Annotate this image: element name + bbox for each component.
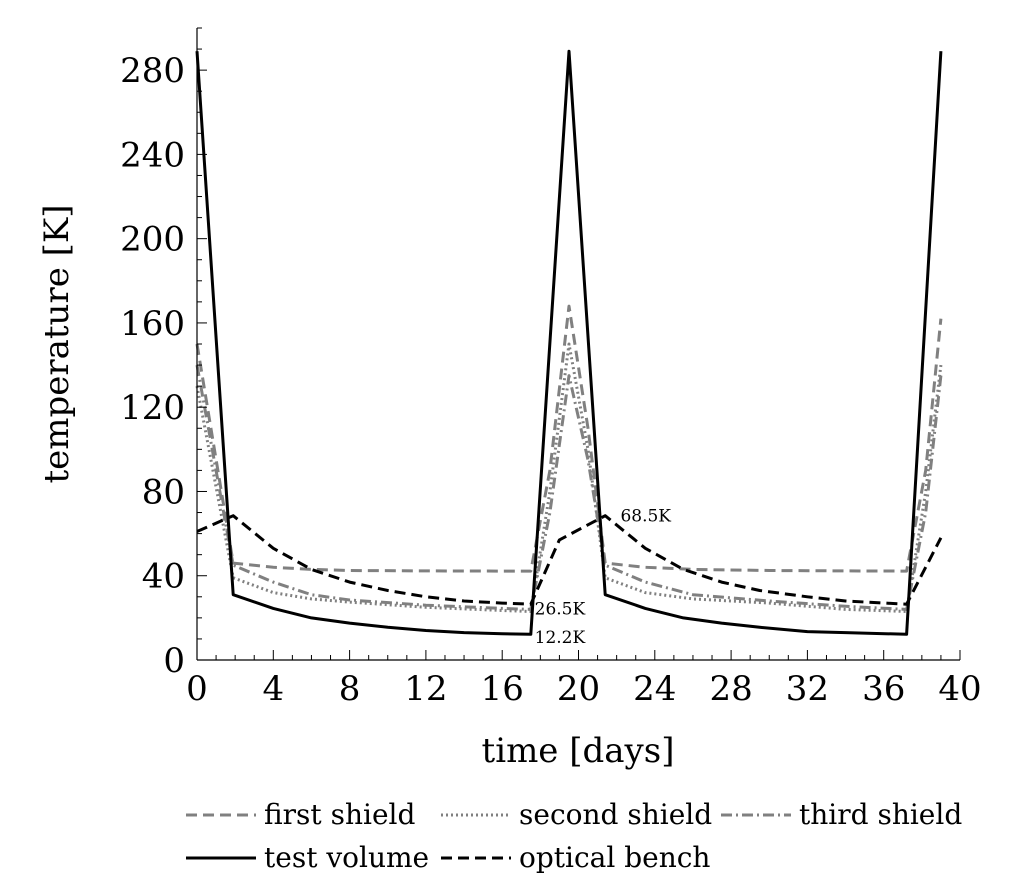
x-tick-label: 20: [557, 669, 600, 709]
series-line-test-volume: [195, 49, 943, 636]
x-tick-label: 40: [938, 669, 981, 709]
x-tick-label: 12: [404, 669, 447, 709]
y-tick-label: 160: [120, 304, 185, 344]
annotation-label: 68.5K: [620, 507, 671, 527]
y-axis-label: temperature [K]: [37, 204, 77, 483]
legend-label: third shield: [799, 798, 962, 831]
x-tick-label: 24: [633, 669, 676, 709]
x-tick-label: 16: [481, 669, 524, 709]
annotations: 68.5K 26.5K 12.2K: [535, 507, 672, 648]
annotation-label: 12.2K: [535, 628, 586, 648]
x-tick-label: 4: [262, 669, 284, 709]
legend-label: optical bench: [519, 841, 710, 874]
y-tick-label: 240: [120, 135, 185, 175]
ticks: 0 4 8 12 16 20 24 28 32 36 40 0 40 80 120 160 200 240 280: [120, 27, 982, 709]
legend-label: second shield: [519, 798, 712, 831]
axes: [196, 28, 960, 661]
y-tick-label: 0: [163, 641, 185, 681]
x-tick-label: 0: [186, 669, 208, 709]
x-tick-label: 8: [339, 669, 361, 709]
y-tick-label: 200: [120, 220, 185, 260]
y-tick-label: 80: [142, 472, 185, 512]
series-line-optical-bench: [196, 514, 943, 606]
x-axis-label: time [days]: [482, 731, 675, 771]
legend-label: first shield: [264, 798, 415, 831]
plot-series: [195, 49, 943, 636]
y-tick-label: 280: [120, 51, 185, 91]
legend: first shield second shield third shield tes…: [186, 798, 962, 874]
x-tick-label: 36: [862, 669, 905, 709]
series-line-first-shield: [195, 304, 943, 573]
series-line-third-shield: [195, 364, 943, 611]
series-line-second-shield: [195, 342, 943, 613]
annotation-label: 26.5K: [535, 599, 586, 619]
legend-label: test volume: [264, 841, 429, 874]
x-tick-label: 28: [709, 669, 752, 709]
x-tick-label: 32: [786, 669, 829, 709]
y-tick-label: 40: [142, 557, 185, 597]
y-tick-label: 120: [120, 388, 185, 428]
